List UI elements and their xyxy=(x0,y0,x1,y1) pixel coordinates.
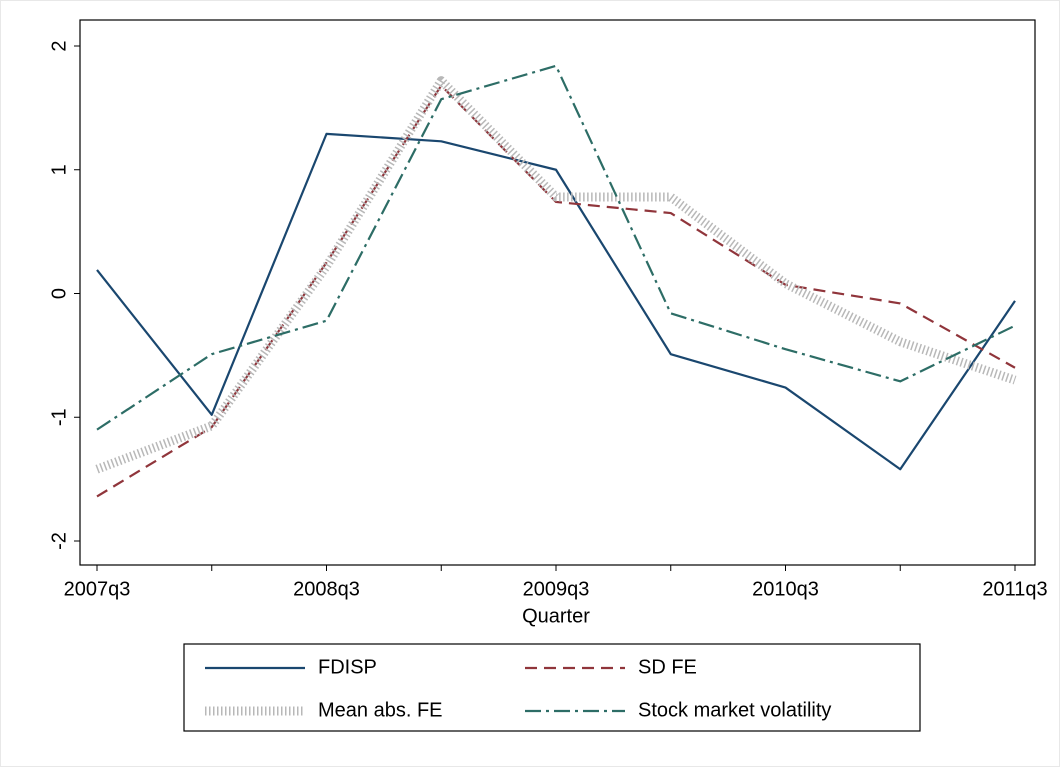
x-axis-title: Quarter xyxy=(522,605,590,627)
series-line xyxy=(96,64,1016,431)
y-tick-label: 0 xyxy=(48,288,70,299)
x-tick-label: 2009q3 xyxy=(523,578,590,600)
legend-label: FDISP xyxy=(318,656,377,678)
legend-box xyxy=(183,643,921,732)
series-line xyxy=(96,132,1016,471)
x-tick-label: 2007q3 xyxy=(64,578,131,600)
y-tick-label: -2 xyxy=(48,532,70,550)
legend-label: Mean abs. FE xyxy=(318,699,443,721)
y-tick-label: -1 xyxy=(48,408,70,426)
y-tick-label: 2 xyxy=(48,40,70,51)
legend-label: Stock market volatility xyxy=(638,699,831,721)
x-tick-label: 2010q3 xyxy=(752,578,819,600)
legend-label: SD FE xyxy=(638,656,697,678)
plot-frame xyxy=(79,19,1036,566)
x-tick-label: 2011q3 xyxy=(982,578,1047,600)
series-line xyxy=(95,76,1017,474)
y-tick-label: 1 xyxy=(48,164,70,175)
x-tick-label: 2008q3 xyxy=(293,578,360,600)
